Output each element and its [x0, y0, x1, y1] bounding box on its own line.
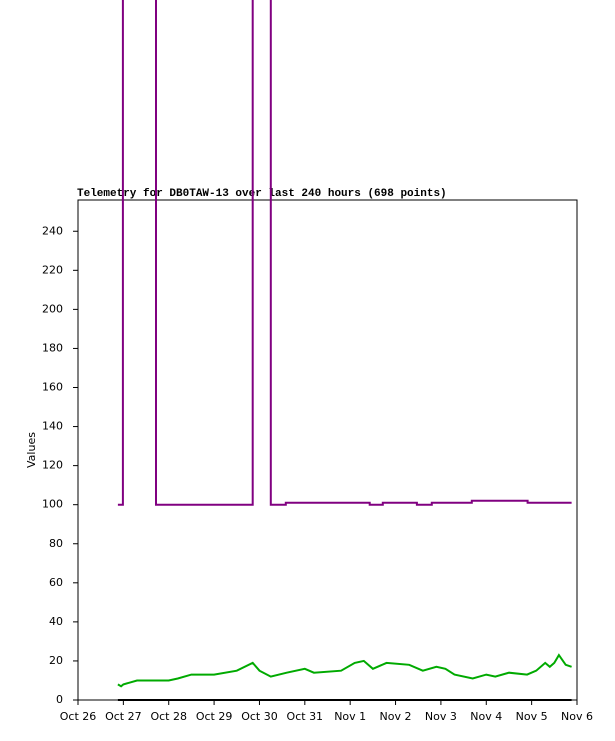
x-tick-label: Oct 29 [196, 710, 233, 723]
y-tick-label: 40 [49, 615, 63, 628]
y-tick-label: 200 [42, 302, 63, 315]
x-tick-label: Nov 6 [561, 710, 593, 723]
y-tick-label: 80 [49, 537, 63, 550]
y-tick-label: 180 [42, 341, 63, 354]
y-tick-label: 60 [49, 576, 63, 589]
x-tick-label: Nov 1 [334, 710, 366, 723]
x-tick-label: Oct 27 [105, 710, 142, 723]
x-tick-label: Oct 31 [287, 710, 324, 723]
x-tick-label: Nov 5 [516, 710, 548, 723]
x-tick-label: Nov 2 [380, 710, 412, 723]
x-tick-label: Oct 28 [150, 710, 187, 723]
y-tick-label: 240 [42, 224, 63, 237]
y-tick-label: 20 [49, 654, 63, 667]
plot-frame [77, 199, 578, 701]
chart-title: Telemetry for DB0TAW-13 over last 240 ho… [77, 188, 447, 200]
y-tick-label: 140 [42, 420, 63, 433]
series-line [117, 653, 572, 688]
y-tick-label: 0 [56, 693, 63, 706]
x-tick-label: Nov 3 [425, 710, 457, 723]
y-tick-label: 160 [42, 381, 63, 394]
x-tick-label: Nov 4 [470, 710, 502, 723]
x-tick-label: Oct 26 [60, 710, 97, 723]
series-line [117, 0, 572, 506]
y-axis-label: Values [25, 432, 38, 468]
y-tick-label: 100 [42, 498, 63, 511]
y-tick-label: 220 [42, 263, 63, 276]
y-tick-label: 120 [42, 459, 63, 472]
x-tick-label: Oct 30 [241, 710, 278, 723]
